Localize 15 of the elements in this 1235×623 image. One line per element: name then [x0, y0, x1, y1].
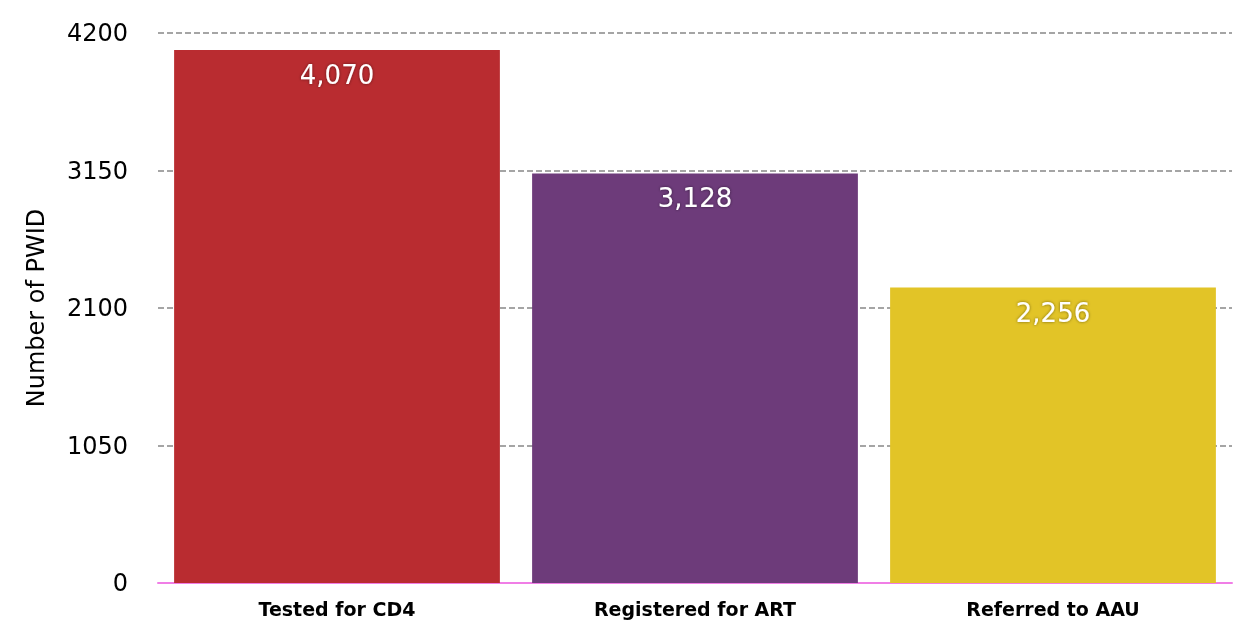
y-tick-label: 0 — [112, 569, 128, 597]
x-tick-label: Registered for ART — [593, 597, 797, 620]
x-tick-label: Tested for CD4 — [258, 597, 416, 620]
bar — [532, 173, 858, 583]
bar — [890, 287, 1216, 583]
y-tick-label: 2100 — [66, 294, 128, 322]
data-label: 3,128 — [657, 183, 733, 214]
y-axis-title: Number of PWID — [22, 208, 50, 408]
bar — [174, 50, 500, 583]
y-tick-label: 4200 — [66, 19, 128, 47]
y-tick-label: 1050 — [66, 431, 128, 460]
y-tick-label: 3150 — [66, 156, 128, 185]
data-label: 2,256 — [1015, 297, 1091, 328]
x-tick-label: Referred to AAU — [966, 597, 1140, 620]
data-label: 4,070 — [299, 60, 375, 91]
